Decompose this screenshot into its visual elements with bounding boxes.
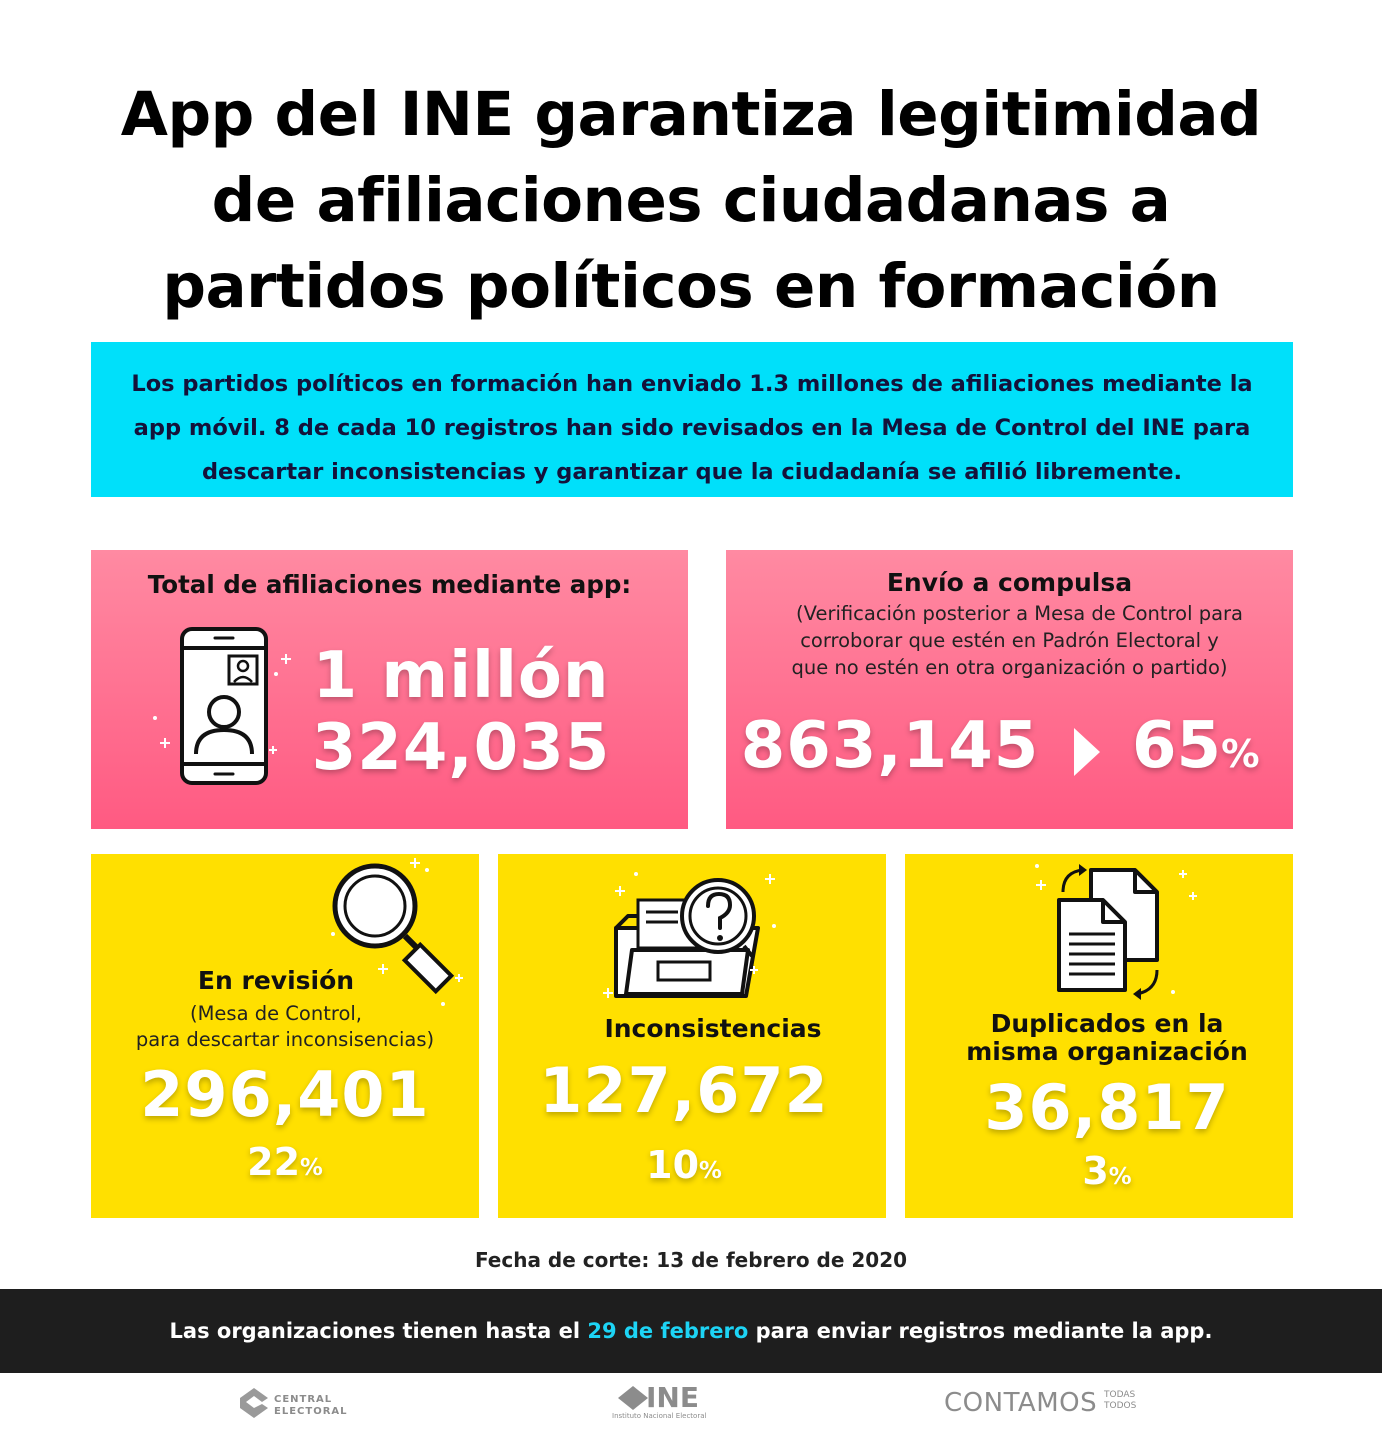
revision-card: En revisión (Mesa de Control, para desca… (91, 854, 479, 1218)
compulsa-label: Envío a compulsa (886, 568, 1133, 597)
inconsistencias-card: Inconsistencias 127,672 10% (498, 854, 886, 1218)
inconsistencias-value: 127,672 (539, 1054, 829, 1127)
footer-highlight-date: 29 de febrero (587, 1319, 749, 1343)
revision-value: 296,401 (140, 1058, 430, 1131)
revision-percent: 22% (91, 1139, 479, 1191)
folder-question-icon (603, 872, 776, 998)
title-line-2: de afiliaciones ciudadanas a (211, 165, 1171, 236)
total-affiliations-card: Total de afiliaciones mediante app: 1 mi… (91, 550, 688, 829)
contamos-logo: CONTAMOS TODAS TODOS (944, 1386, 1154, 1426)
inconsistencias-label: Inconsistencias (604, 1014, 822, 1043)
ine-logo-text: INE (646, 1381, 699, 1414)
contamos-logo-text: CONTAMOS (944, 1388, 1098, 1418)
title-line-1: App del INE garantiza legitimidad (120, 79, 1262, 150)
total-card-label: Total de afiliaciones mediante app: (147, 570, 632, 599)
duplicados-percent: 3% (905, 1148, 1309, 1200)
revision-percent-sign: % (300, 1155, 323, 1181)
inconsistencias-percent: 10% (498, 1142, 870, 1194)
ine-logo: INE Instituto Nacional Electoral (610, 1382, 740, 1426)
intro-line-2: app móvil. 8 de cada 10 registros han si… (133, 415, 1251, 441)
cutoff-date: Fecha de corte: 13 de febrero de 2020 (474, 1248, 908, 1272)
footer-text-after: para enviar registros mediante la app. (755, 1319, 1213, 1343)
inconsistencias-percent-sign: % (699, 1158, 722, 1184)
revision-label: En revisión (197, 966, 355, 995)
contamos-todos: TODOS (1104, 1401, 1137, 1411)
revision-sub-line-2: para descartar inconsisencias) (135, 1028, 435, 1051)
duplicados-label-line-2: misma organización (966, 1037, 1248, 1066)
total-value-line-2: 324,035 (311, 711, 611, 785)
duplicados-value: 36,817 (984, 1071, 1230, 1144)
compulsa-sub-line-2: corroborar que estén en Padrón Electoral… (800, 629, 1219, 652)
title-line-3: partidos políticos en formación (162, 251, 1220, 322)
inconsistencias-percent-value: 10 (646, 1143, 700, 1187)
central-electoral-logo: CENTRAL ELECTORAL (238, 1386, 348, 1426)
footer-banner: Las organizaciones tienen hasta el 29 de… (0, 1289, 1382, 1373)
duplicados-card: Duplicados en la misma organización 36,8… (905, 854, 1293, 1218)
intro-box: Los partidos políticos en formación han … (91, 342, 1293, 497)
smartphone-user-icon (153, 627, 291, 785)
footer-text-before: Las organizaciones tienen hasta el (169, 1319, 581, 1343)
page-title: App del INE garantiza legitimidad de afi… (40, 72, 1342, 330)
revision-sub-line-1: (Mesa de Control, (190, 1002, 362, 1025)
duplicados-percent-value: 3 (1082, 1149, 1109, 1193)
compulsa-card: Envío a compulsa (Verificación posterior… (726, 550, 1293, 829)
compulsa-value: 863,145 (740, 709, 1040, 783)
duplicate-documents-icon (1035, 864, 1197, 1000)
duplicados-percent-sign: % (1108, 1164, 1132, 1190)
compulsa-percent-value: 65 (1132, 709, 1222, 783)
intro-line-1: Los partidos políticos en formación han … (131, 371, 1253, 397)
compulsa-percent-sign: % (1221, 732, 1260, 777)
logos-row: CENTRAL ELECTORAL INE Instituto Nacional… (0, 1380, 1382, 1436)
central-logo-line-2: ELECTORAL (274, 1406, 348, 1417)
intro-line-3: descartar inconsistencias y garantizar q… (201, 459, 1183, 485)
central-electoral-emblem-icon (240, 1388, 268, 1418)
revision-percent-value: 22 (247, 1140, 301, 1184)
contamos-todas: TODAS (1104, 1390, 1136, 1400)
ine-emblem-icon (618, 1386, 648, 1410)
compulsa-sub-line-3: que no estén en otra organización o part… (791, 656, 1228, 679)
total-value-line-1: 1 millón (312, 639, 610, 713)
duplicados-label-line-1: Duplicados en la (990, 1009, 1224, 1038)
play-arrow-icon (1074, 728, 1100, 776)
compulsa-percent: 65% (1132, 708, 1272, 793)
magnifier-icon (331, 858, 463, 1006)
central-logo-line-1: CENTRAL (274, 1394, 333, 1405)
ine-logo-sub: Instituto Nacional Electoral (612, 1412, 707, 1420)
compulsa-sub-line-1: (Verificación posterior a Mesa de Contro… (796, 602, 1243, 625)
